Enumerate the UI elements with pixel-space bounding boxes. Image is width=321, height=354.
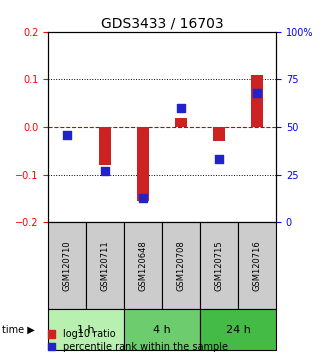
- Bar: [162, 222, 200, 309]
- Text: GSM120648: GSM120648: [139, 240, 148, 291]
- Point: [65, 132, 70, 138]
- Bar: [238, 222, 276, 309]
- Bar: [48, 222, 86, 309]
- Point: [216, 156, 221, 162]
- Point: [178, 105, 184, 111]
- Title: GDS3433 / 16703: GDS3433 / 16703: [101, 17, 223, 31]
- Bar: [213, 127, 225, 141]
- Bar: [100, 127, 111, 165]
- Text: GSM120708: GSM120708: [177, 240, 186, 291]
- Text: 24 h: 24 h: [226, 325, 250, 335]
- Bar: [175, 118, 187, 127]
- Bar: [86, 222, 124, 309]
- Text: 1 h: 1 h: [77, 325, 95, 335]
- Point: [102, 168, 108, 174]
- Text: GSM120711: GSM120711: [100, 240, 110, 291]
- Bar: [124, 222, 162, 309]
- Text: GSM120716: GSM120716: [253, 240, 262, 291]
- Bar: [251, 75, 263, 127]
- Text: 4 h: 4 h: [153, 325, 171, 335]
- Text: time ▶: time ▶: [2, 325, 34, 335]
- Bar: [48, 309, 124, 350]
- Bar: [137, 127, 149, 201]
- Point: [141, 195, 146, 200]
- Legend: log10 ratio, percentile rank within the sample: log10 ratio, percentile rank within the …: [47, 328, 229, 353]
- Text: GSM120710: GSM120710: [63, 240, 72, 291]
- Bar: [200, 222, 238, 309]
- Bar: [124, 309, 200, 350]
- Point: [255, 90, 260, 96]
- Bar: [200, 309, 276, 350]
- Text: GSM120715: GSM120715: [214, 240, 224, 291]
